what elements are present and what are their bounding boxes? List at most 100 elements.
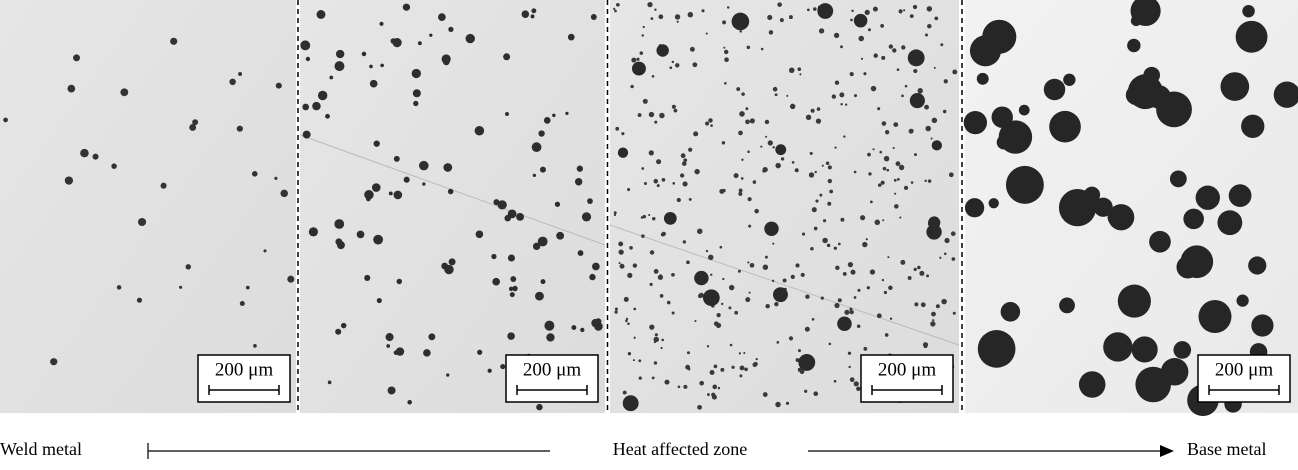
particle: [865, 238, 868, 241]
particle: [950, 231, 956, 237]
particle: [633, 336, 636, 339]
particle: [654, 120, 658, 124]
particle: [746, 45, 751, 50]
particle: [826, 243, 831, 248]
particle: [745, 297, 751, 303]
particle: [853, 296, 857, 299]
particle: [883, 290, 888, 295]
particle: [660, 232, 665, 237]
particle: [897, 178, 900, 181]
particle: [741, 92, 745, 96]
particle: [731, 365, 735, 369]
particle: [923, 344, 928, 349]
particle: [722, 20, 727, 25]
particle: [851, 9, 854, 13]
particle: [251, 171, 258, 177]
panel-weld-metal: [0, 0, 296, 413]
scale-bars: 200 μm 200 μm 200 μm 200 μm: [197, 354, 1291, 403]
particle: [810, 108, 815, 113]
particle: [639, 51, 644, 55]
particle: [619, 263, 625, 269]
particle: [888, 44, 894, 49]
particle: [817, 3, 834, 19]
particle: [654, 333, 658, 337]
particle: [834, 146, 837, 149]
particle: [927, 179, 932, 183]
particle: [1005, 165, 1044, 204]
particle: [892, 48, 897, 53]
particle: [788, 336, 794, 341]
particle: [708, 118, 713, 123]
particle: [882, 166, 887, 171]
particle: [837, 298, 842, 303]
particle: [512, 285, 518, 292]
particle: [364, 190, 374, 200]
particle: [760, 47, 764, 51]
particle: [67, 84, 76, 93]
particle: [308, 227, 318, 237]
particle: [590, 14, 597, 20]
particle: [491, 253, 497, 260]
particle: [500, 364, 506, 370]
particle: [160, 182, 167, 189]
particle: [894, 204, 899, 209]
particle: [521, 10, 530, 18]
particle: [788, 67, 795, 74]
particle: [649, 250, 655, 255]
particle: [815, 118, 822, 124]
particle: [893, 122, 899, 127]
particle: [682, 181, 688, 187]
particles: [3, 0, 1298, 417]
particle: [782, 278, 787, 283]
particle: [356, 230, 365, 239]
particle: [900, 259, 906, 265]
particle: [536, 403, 543, 411]
particle: [774, 301, 779, 307]
particle: [556, 231, 565, 240]
particle: [748, 224, 752, 228]
particle: [1000, 302, 1021, 322]
particle: [1149, 230, 1171, 253]
particle: [335, 49, 345, 59]
particle: [745, 107, 749, 111]
particle: [776, 402, 781, 407]
particle: [531, 142, 542, 153]
particle: [898, 9, 903, 14]
particle: [839, 92, 845, 98]
particle: [831, 94, 837, 99]
particle: [833, 246, 837, 250]
particle: [614, 9, 617, 13]
particle: [935, 304, 940, 309]
particle: [764, 221, 779, 236]
particle: [540, 279, 546, 285]
particle: [1108, 204, 1135, 231]
particle: [721, 141, 726, 145]
particle: [1117, 284, 1151, 318]
particle: [613, 7, 616, 11]
particle: [537, 236, 548, 247]
particle: [749, 262, 755, 268]
particle: [448, 258, 456, 266]
particle: [571, 325, 577, 330]
particle: [508, 286, 514, 292]
particle: [687, 367, 691, 371]
particle: [815, 199, 819, 203]
particle: [822, 219, 827, 223]
particle: [739, 111, 745, 117]
particle: [413, 100, 419, 107]
particle: [910, 129, 914, 133]
particle: [694, 270, 709, 286]
particle: [576, 165, 584, 172]
particle: [976, 72, 989, 85]
particle: [834, 80, 840, 85]
particle: [1083, 186, 1101, 203]
particle: [749, 118, 755, 124]
particle: [538, 130, 545, 137]
particle: [693, 131, 699, 137]
particle: [739, 365, 745, 371]
particle: [881, 121, 887, 126]
particle: [856, 324, 861, 328]
particle: [941, 298, 947, 305]
particle: [919, 270, 925, 276]
particle: [717, 386, 721, 390]
